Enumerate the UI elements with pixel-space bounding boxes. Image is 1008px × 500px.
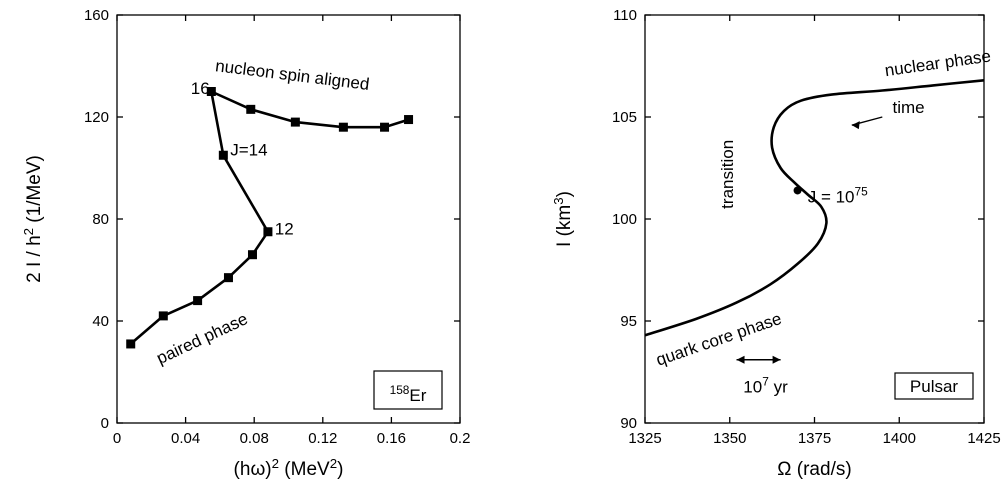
annotation-text: nucleon spin aligned (214, 56, 370, 94)
data-point (223, 273, 233, 283)
annotation-text: 107 yr (743, 374, 788, 396)
x-tick-label: 0.12 (308, 430, 337, 447)
x-tick-label: 0.04 (171, 430, 200, 447)
data-point (247, 250, 257, 260)
y-tick-label: 110 (613, 7, 637, 24)
y-tick-label: 160 (84, 7, 109, 24)
data-point (206, 87, 216, 96)
isotope-label: 158Er (390, 383, 427, 405)
data-point (193, 296, 203, 306)
duration-arrow-head-right (772, 355, 781, 364)
data-point (158, 311, 168, 321)
x-axis-label: (hω)2 (MeV2) (234, 456, 344, 481)
series-line (644, 79, 985, 337)
x-tick-label: 1350 (713, 430, 746, 447)
x-tick-label: 0.16 (377, 430, 406, 447)
annotation-text: quark core phase (654, 309, 784, 370)
annotation-text: time (892, 98, 924, 117)
data-point (290, 117, 300, 127)
data-point (263, 227, 273, 237)
plot-frame (644, 14, 985, 424)
y-tick-label: 40 (92, 313, 109, 330)
x-tick-label: 0 (113, 430, 121, 447)
annotation-text: J=14 (230, 140, 267, 159)
y-tick-label: 90 (620, 415, 637, 432)
x-tick-label: 1400 (883, 430, 916, 447)
y-tick-label: 120 (84, 109, 109, 126)
data-point (793, 186, 802, 195)
data-point (338, 122, 348, 132)
x-tick-label: 1325 (628, 430, 661, 447)
y-tick-label: 100 (612, 211, 637, 228)
data-point (126, 339, 136, 349)
x-tick-label: 1425 (967, 430, 1000, 447)
y-tick-label: 80 (92, 211, 109, 228)
y-tick-label: 95 (620, 313, 637, 330)
y-tick-label: 0 (101, 415, 109, 432)
x-tick-label: 1375 (798, 430, 831, 447)
data-point (404, 115, 414, 125)
chart-panel-right: 1325 1350 1375 1400 1425 90 95 100 105 110 Ω (rad/… (551, 7, 1001, 480)
chart-panel-left: 0 0.04 0.08 0.12 0.16 0.2 0 40 80 120 160 (hω)2 (Me… (21, 7, 471, 480)
series-line (129, 90, 409, 345)
data-point (380, 122, 390, 132)
time-arrow-head (851, 121, 860, 130)
x-axis-label: Ω (rad/s) (777, 459, 851, 480)
isotope-label-box (373, 370, 443, 410)
annotation-text: nuclear phase (884, 46, 992, 80)
x-tick-label: 0.2 (450, 430, 471, 447)
annotation-text: transition (718, 140, 737, 209)
duration-arrow-head-left (736, 355, 745, 364)
annotation-text: J = 1075 (808, 185, 868, 207)
pulsar-label-box (894, 372, 974, 400)
pulsar-label: Pulsar (910, 377, 959, 396)
data-point (218, 150, 228, 160)
y-axis-label: 2 I / h2 (1/MeV) (21, 155, 46, 283)
annotation-text: 16 (191, 79, 210, 98)
annotation-text: 12 (275, 219, 294, 238)
data-point (246, 104, 256, 114)
annotation-text: paired phase (154, 309, 251, 368)
y-axis-label: I (km3) (551, 191, 576, 247)
x-tick-label: 0.08 (240, 430, 269, 447)
y-tick-label: 105 (612, 109, 637, 126)
